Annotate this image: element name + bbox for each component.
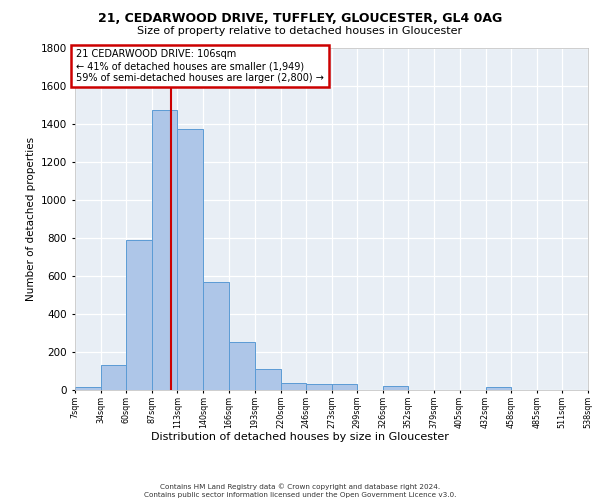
- Bar: [101, 366, 126, 390]
- Text: Distribution of detached houses by size in Gloucester: Distribution of detached houses by size …: [151, 432, 449, 442]
- Bar: [332, 384, 357, 390]
- Text: 21 CEDARWOOD DRIVE: 106sqm
← 41% of detached houses are smaller (1,949)
59% of s: 21 CEDARWOOD DRIVE: 106sqm ← 41% of deta…: [76, 50, 324, 82]
- Y-axis label: Number of detached properties: Number of detached properties: [26, 136, 35, 301]
- Text: Size of property relative to detached houses in Gloucester: Size of property relative to detached ho…: [137, 26, 463, 36]
- Bar: [485, 387, 511, 390]
- Bar: [281, 384, 306, 390]
- Bar: [75, 387, 101, 390]
- Bar: [126, 240, 152, 390]
- Text: Contains HM Land Registry data © Crown copyright and database right 2024.
Contai: Contains HM Land Registry data © Crown c…: [144, 484, 456, 498]
- Bar: [383, 386, 409, 390]
- Bar: [229, 342, 254, 390]
- Bar: [178, 130, 203, 390]
- Bar: [203, 282, 229, 390]
- Bar: [306, 384, 332, 390]
- Bar: [152, 110, 178, 390]
- Bar: [254, 369, 281, 390]
- Text: 21, CEDARWOOD DRIVE, TUFFLEY, GLOUCESTER, GL4 0AG: 21, CEDARWOOD DRIVE, TUFFLEY, GLOUCESTER…: [98, 12, 502, 24]
